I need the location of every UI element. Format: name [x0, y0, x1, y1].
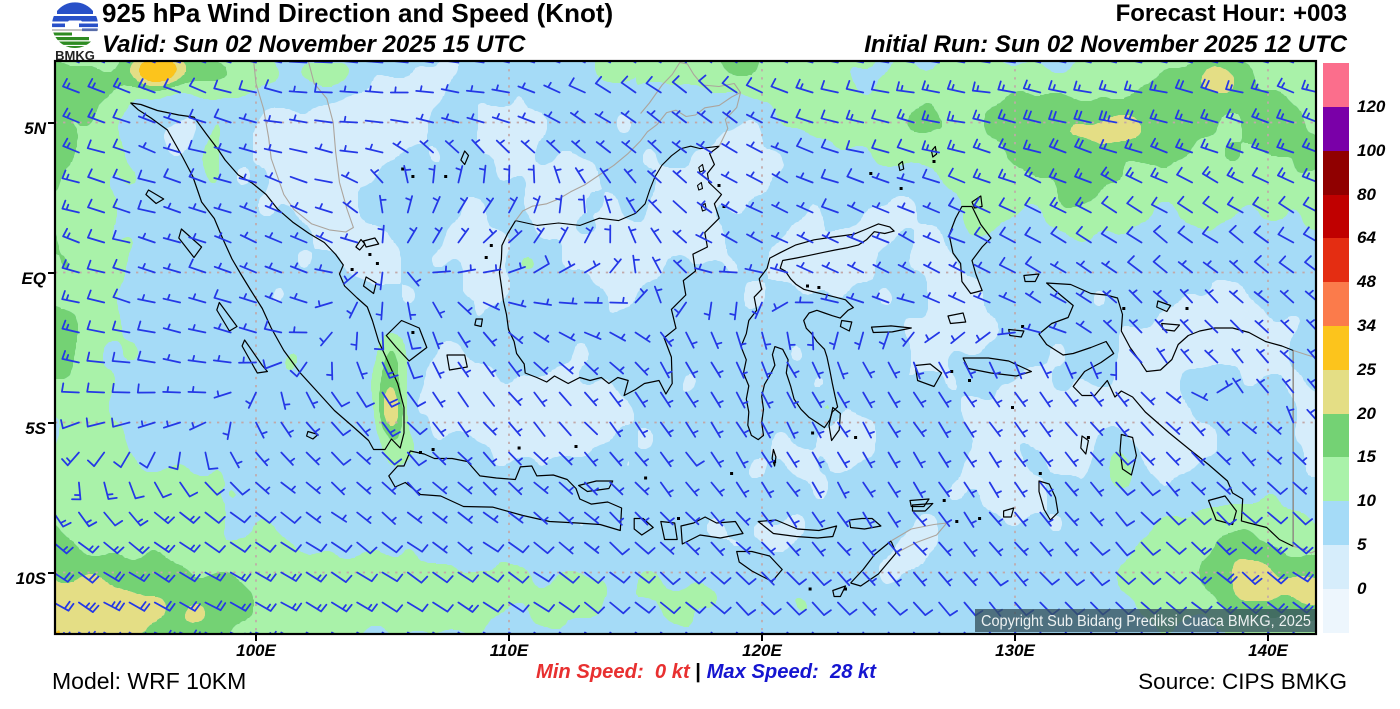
svg-text:Copyright Sub Bidang Prediksi: Copyright Sub Bidang Prediksi Cuaca BMKG…: [981, 613, 1311, 630]
svg-text:BMKG: BMKG: [55, 48, 95, 61]
